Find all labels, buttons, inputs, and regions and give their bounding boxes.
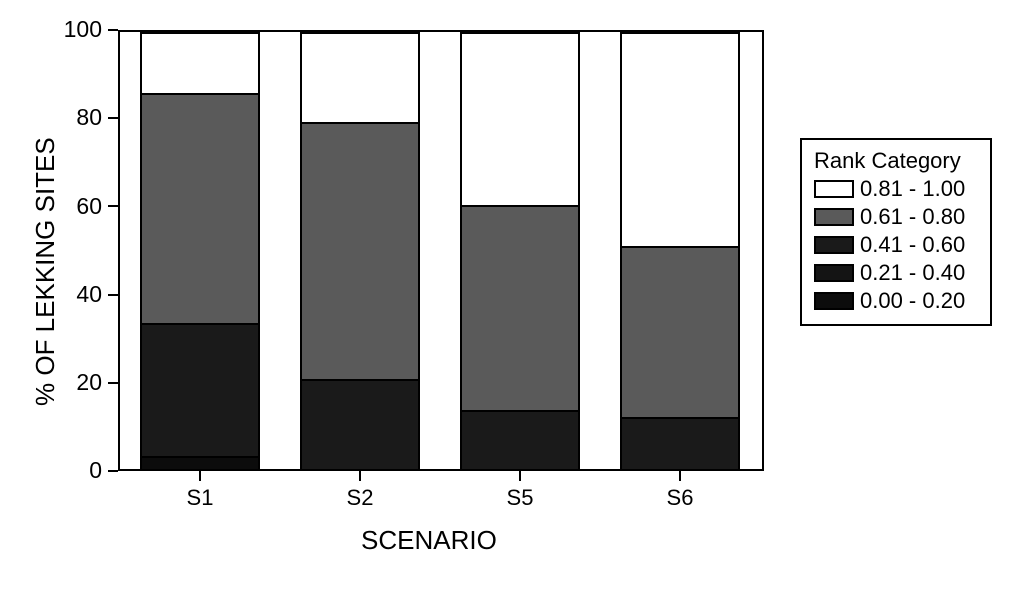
legend-swatch [814,264,854,282]
legend: Rank Category 0.81 - 1.000.61 - 0.800.41… [800,138,992,326]
y-tick-label: 80 [42,104,102,131]
x-tick-label: S6 [600,485,760,511]
x-tick-mark [679,471,681,481]
bar-segment [620,32,740,246]
x-tick-label: S1 [120,485,280,511]
stacked-bar [620,32,740,469]
bar-segment [140,456,260,469]
x-tick-mark [519,471,521,481]
x-tick-mark [199,471,201,481]
bar-segment [140,32,260,93]
stacked-bar [300,32,420,469]
y-tick-label: 20 [42,369,102,396]
y-tick-mark [108,470,118,472]
legend-swatch [814,292,854,310]
bar-segment [140,323,260,456]
bar-segment [300,379,420,469]
legend-label: 0.81 - 1.00 [860,176,965,202]
y-tick-mark [108,294,118,296]
x-tick-mark [359,471,361,481]
legend-label: 0.21 - 0.40 [860,260,965,286]
legend-swatch [814,180,854,198]
y-axis-label: % OF LEKKING SITES [30,137,61,406]
bar-segment [460,410,580,469]
bar-segment [460,32,580,205]
legend-item: 0.61 - 0.80 [814,204,978,230]
legend-item: 0.00 - 0.20 [814,288,978,314]
stacked-bar [140,32,260,469]
figure-container: % OF LEKKING SITES SCENARIO Rank Categor… [0,0,1013,594]
bar-segment [620,417,740,469]
legend-swatch [814,236,854,254]
legend-item: 0.81 - 1.00 [814,176,978,202]
legend-label: 0.41 - 0.60 [860,232,965,258]
bar-segment [140,93,260,322]
plot-area [118,30,764,471]
bar-segment [620,246,740,416]
y-tick-label: 0 [42,457,102,484]
legend-label: 0.61 - 0.80 [860,204,965,230]
legend-title: Rank Category [814,148,978,174]
y-tick-label: 100 [42,16,102,43]
bar-segment [460,205,580,410]
legend-label: 0.00 - 0.20 [860,288,965,314]
y-tick-mark [108,29,118,31]
legend-item: 0.21 - 0.40 [814,260,978,286]
stacked-bar [460,32,580,469]
legend-items: 0.81 - 1.000.61 - 0.800.41 - 0.600.21 - … [814,176,978,314]
y-tick-mark [108,205,118,207]
legend-swatch [814,208,854,226]
x-tick-label: S5 [440,485,600,511]
x-tick-label: S2 [280,485,440,511]
y-tick-label: 40 [42,281,102,308]
y-tick-label: 60 [42,193,102,220]
y-tick-mark [108,117,118,119]
bar-segment [300,32,420,122]
bar-segment [300,122,420,380]
y-tick-mark [108,382,118,384]
x-axis-label: SCENARIO [361,525,497,556]
legend-item: 0.41 - 0.60 [814,232,978,258]
